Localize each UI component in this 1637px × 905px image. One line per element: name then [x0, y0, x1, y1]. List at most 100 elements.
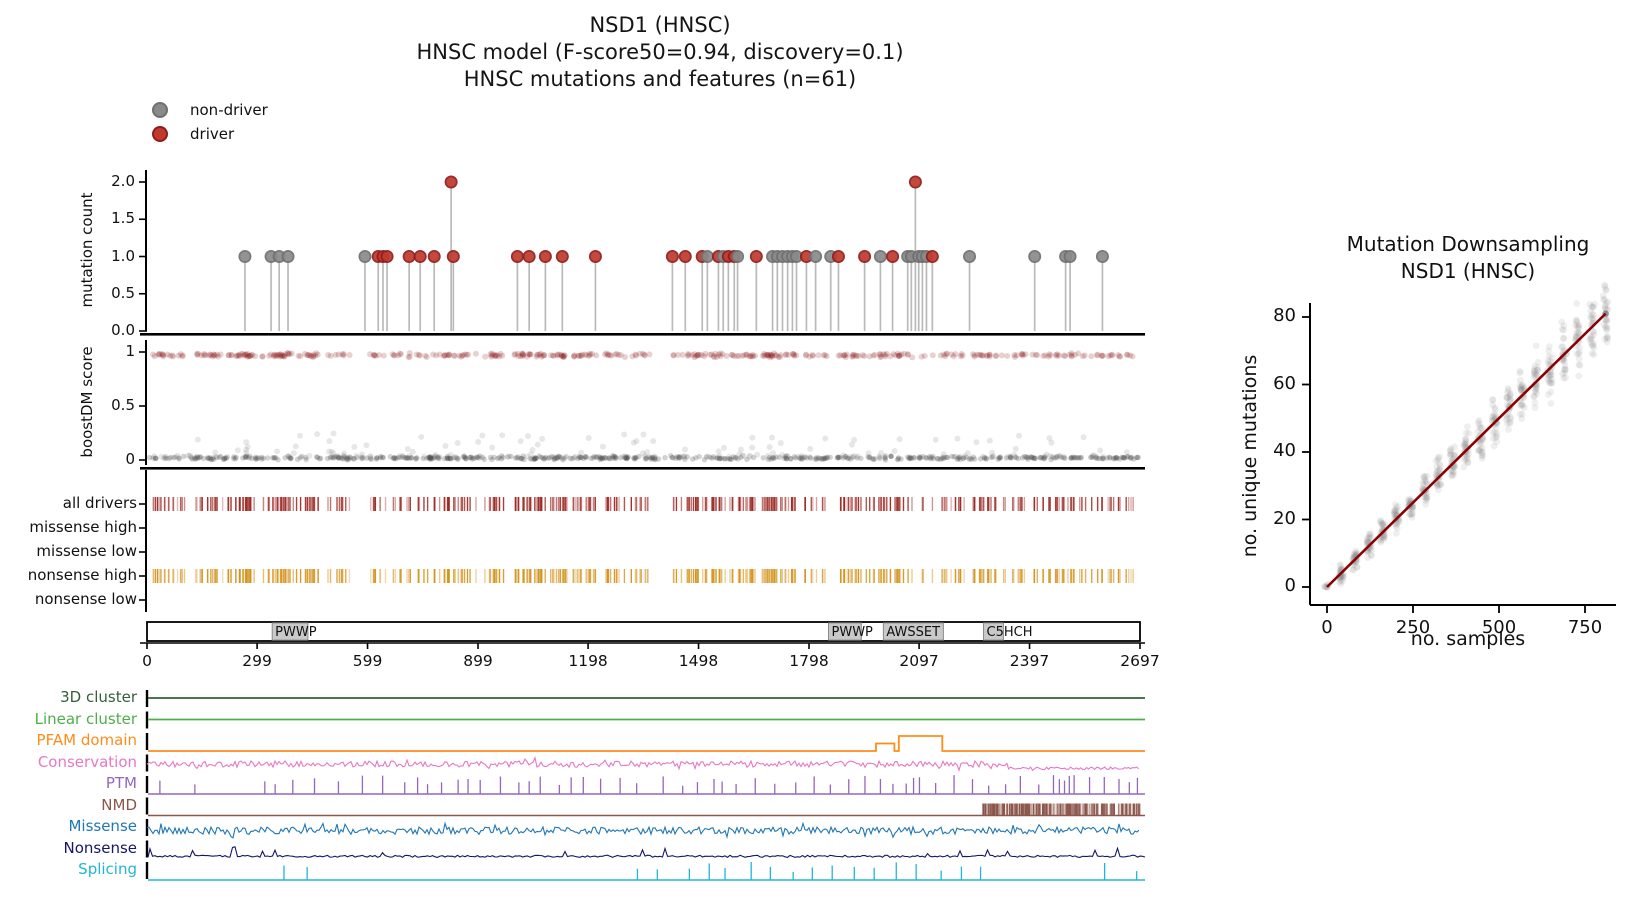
- mutation-count-tick-label: 0.5: [111, 283, 135, 302]
- driver-mutation-dot: [588, 249, 602, 263]
- protein-axis-tick-label: 0: [142, 652, 152, 670]
- downsampling-xtick-label: 250: [1395, 617, 1431, 638]
- downsampling-xlabel: no. samples: [1410, 628, 1526, 650]
- downsampling-xtick-label: 0: [1321, 617, 1333, 638]
- driver-dot-icon: [152, 126, 168, 142]
- tick-raster-nonsense-high: [152, 569, 1134, 583]
- protein-axis-tick-label: 2397: [1009, 652, 1050, 670]
- feature-track-label: PFAM domain: [36, 731, 137, 749]
- non-driver-mutation-dot: [358, 249, 372, 263]
- legend-label-non-driver: non-driver: [190, 101, 268, 119]
- downsampling-ytick-label: 40: [1273, 440, 1296, 461]
- non-driver-mutation-dot: [731, 249, 745, 263]
- boostdm-tick-label: 0.5: [111, 396, 135, 414]
- track-row-label: missense high: [29, 518, 137, 536]
- downsampling-ytick-label: 0: [1284, 575, 1296, 596]
- track-row-label: all drivers: [62, 494, 137, 512]
- boostdm-tick-label: 1: [125, 342, 135, 360]
- driver-mutation-dot: [510, 249, 524, 263]
- feature-track-Splicing: [148, 862, 1145, 881]
- downsampling-ytick-label: 80: [1273, 305, 1296, 326]
- boostdm-mid-scatter: [151, 430, 1130, 460]
- protein-axis-tick-label: 1498: [678, 652, 719, 670]
- feature-track-label: Missense: [68, 817, 137, 835]
- tick-raster-all-drivers: [152, 497, 1134, 511]
- feature-track-label: Linear cluster: [34, 709, 137, 728]
- non-driver-dot-icon: [152, 102, 168, 118]
- legend: non-driver driver: [152, 98, 268, 146]
- feature-track-NMD: [148, 803, 1145, 817]
- boostdm-nondriver-band: [146, 453, 1141, 463]
- non-driver-mutation-dot: [1063, 249, 1077, 263]
- feature-track-label: PTM: [105, 774, 137, 792]
- feature-track-label: Nonsense: [63, 838, 138, 857]
- domain-label-AWSSET: AWSSET: [886, 625, 940, 640]
- protein-axis-tick-label: 2697: [1120, 652, 1160, 670]
- non-driver-mutation-dot: [238, 249, 252, 263]
- feature-track-label: Splicing: [78, 860, 137, 878]
- protein-axis-tick-label: 599: [352, 652, 383, 670]
- driver-mutation-dot: [665, 249, 679, 263]
- figure-title-block: NSD1 (HNSC) HNSC model (F-score50=0.94, …: [160, 12, 1160, 93]
- legend-item-driver: driver: [152, 122, 268, 146]
- downsampling-title-line2: NSD1 (HNSC): [1400, 259, 1536, 283]
- downsampling-ytick-label: 20: [1273, 507, 1296, 529]
- downsampling-xtick-label: 750: [1567, 617, 1603, 638]
- downsampling-ytick-label: 60: [1273, 372, 1296, 394]
- legend-item-non-driver: non-driver: [152, 98, 268, 122]
- domain-box-AWSSET: [882, 622, 944, 641]
- mutation-count-tick-label: 2.0: [111, 172, 135, 190]
- mutation-count-tick-label: 1.5: [111, 209, 135, 228]
- domain-box-PWWP: [271, 622, 309, 641]
- legend-label-driver: driver: [190, 125, 235, 143]
- feature-track-Conservation: [146, 756, 1139, 772]
- protein-axis-tick-label: 1798: [789, 652, 829, 670]
- non-driver-mutation-dot: [873, 249, 887, 263]
- driver-mutation-dot: [831, 249, 845, 263]
- boostdm-tick-label: 0: [125, 450, 135, 468]
- mutation-count-tick-label: 1.0: [111, 246, 135, 265]
- driver-mutation-dot: [427, 249, 441, 263]
- driver-mutation-dot: [413, 249, 427, 263]
- driver-mutation-dot: [446, 249, 460, 263]
- non-driver-mutation-dot: [1095, 249, 1109, 263]
- feature-track-Missense: [146, 821, 1140, 840]
- driver-mutation-dot: [678, 249, 692, 263]
- figure-title-line2: HNSC model (F-score50=0.94, discovery=0.…: [416, 40, 904, 64]
- driver-mutation-dot: [444, 175, 458, 189]
- non-driver-mutation-dot: [809, 249, 823, 263]
- driver-mutation-dot: [555, 249, 569, 263]
- boostdm-driver-band: [150, 350, 1136, 361]
- driver-mutation-dot: [380, 249, 394, 263]
- feature-track-PTM: [148, 775, 1145, 795]
- feature-track-Nonsense: [147, 846, 1146, 859]
- needle-stems: [244, 186, 1104, 331]
- non-driver-mutation-dot: [281, 249, 295, 263]
- domain-label-PWWP: PWWP: [275, 625, 317, 640]
- track-row-label: nonsense high: [27, 566, 137, 584]
- domain-box-C5HCH: [983, 622, 1004, 641]
- non-driver-mutation-dot: [1028, 249, 1042, 263]
- driver-mutation-dot: [925, 249, 939, 263]
- driver-mutation-dot: [402, 249, 416, 263]
- needle-dots: [238, 175, 1109, 263]
- protein-axis-tick-label: 1198: [568, 652, 608, 670]
- protein-axis-tick-label: 899: [463, 652, 493, 670]
- downsampling-title-line1: Mutation Downsampling: [1346, 232, 1590, 256]
- feature-track-PFAM-domain: [148, 735, 1145, 752]
- protein-axis-tick-label: 299: [242, 652, 272, 670]
- mutation-count-tick-label: 0.0: [111, 321, 135, 339]
- domain-label-PWWP: PWWP: [832, 625, 874, 640]
- downsampling-regression-line: [1326, 312, 1607, 588]
- driver-mutation-dot: [908, 175, 922, 189]
- figure-title-line3: HNSC mutations and features (n=61): [463, 67, 857, 91]
- protein-axis-tick-label: 2097: [899, 652, 939, 670]
- track-row-label: missense low: [36, 542, 137, 560]
- domain-label-C5HCH: C5HCH: [987, 625, 1033, 640]
- non-driver-mutation-dot: [700, 249, 714, 263]
- driver-mutation-dot: [858, 249, 872, 263]
- driver-mutation-dot: [749, 249, 763, 263]
- track-row-label: nonsense low: [34, 590, 137, 608]
